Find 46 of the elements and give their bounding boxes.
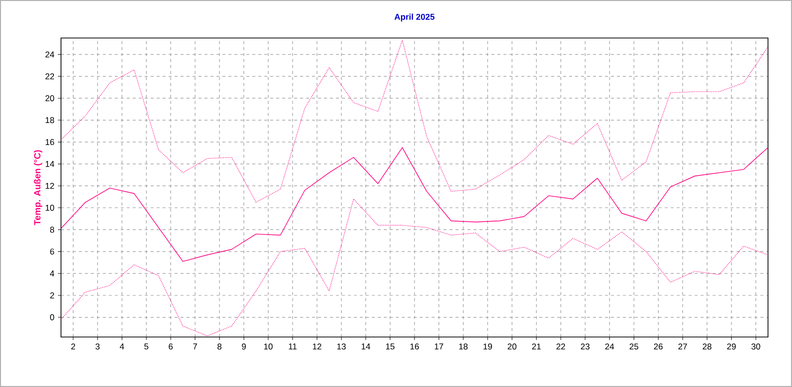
y-tick-label: 2 xyxy=(50,292,54,298)
x-tick-label: 21 xyxy=(532,344,541,350)
x-tick-label: 4 xyxy=(120,344,124,350)
x-tick-label: 29 xyxy=(727,344,736,350)
y-tick-label: 16 xyxy=(46,139,54,146)
x-tick-label: 24 xyxy=(605,344,614,350)
y-tick-label: 12 xyxy=(46,182,54,189)
y-tick-label: 8 xyxy=(50,226,54,233)
x-tick-label: 28 xyxy=(702,344,712,350)
y-tick-label: 0 xyxy=(50,314,54,320)
y-tick-label: 4 xyxy=(50,270,54,276)
x-tick-label: 30 xyxy=(751,344,760,350)
x-tick-label: 27 xyxy=(678,344,687,350)
y-tick-label: 18 xyxy=(46,117,54,124)
x-tick-label: 20 xyxy=(508,344,516,350)
x-tick-label: 5 xyxy=(144,344,148,350)
x-tick-label: 19 xyxy=(484,344,492,350)
y-tick-label: 22 xyxy=(45,73,54,80)
x-tick-label: 10 xyxy=(264,344,273,350)
x-tick-label: 8 xyxy=(217,344,222,350)
x-tick-label: 13 xyxy=(337,344,346,350)
x-tick-label: 23 xyxy=(580,344,590,350)
x-tick-label: 2 xyxy=(71,344,76,350)
x-tick-label: 26 xyxy=(654,344,663,350)
x-tick-label: 17 xyxy=(434,344,444,350)
x-tick-label: 9 xyxy=(242,344,246,350)
x-tick-label: 15 xyxy=(386,344,394,350)
x-tick-label: 16 xyxy=(410,344,419,350)
y-axis-title: Temp. Außen (°C) xyxy=(34,150,42,226)
y-tick-label: 6 xyxy=(50,248,54,255)
line-series xyxy=(61,198,768,336)
x-tick-label: 7 xyxy=(193,344,198,350)
chart-title: April 2025 xyxy=(394,14,434,22)
y-tick-label: 20 xyxy=(45,95,54,102)
x-tick-label: 14 xyxy=(362,344,370,350)
y-tick-label: 24 xyxy=(45,51,54,58)
x-tick-label: 22 xyxy=(556,344,566,350)
x-tick-label: 3 xyxy=(96,344,100,350)
x-tick-label: 18 xyxy=(459,344,468,350)
y-tick-label: 14 xyxy=(46,161,54,167)
x-tick-label: 6 xyxy=(168,344,173,350)
line-series xyxy=(61,40,768,203)
x-tick-label: 11 xyxy=(288,344,297,350)
y-tick-label: 10 xyxy=(46,204,54,211)
x-tick-label: 12 xyxy=(312,344,322,350)
x-tick-label: 25 xyxy=(630,344,638,350)
